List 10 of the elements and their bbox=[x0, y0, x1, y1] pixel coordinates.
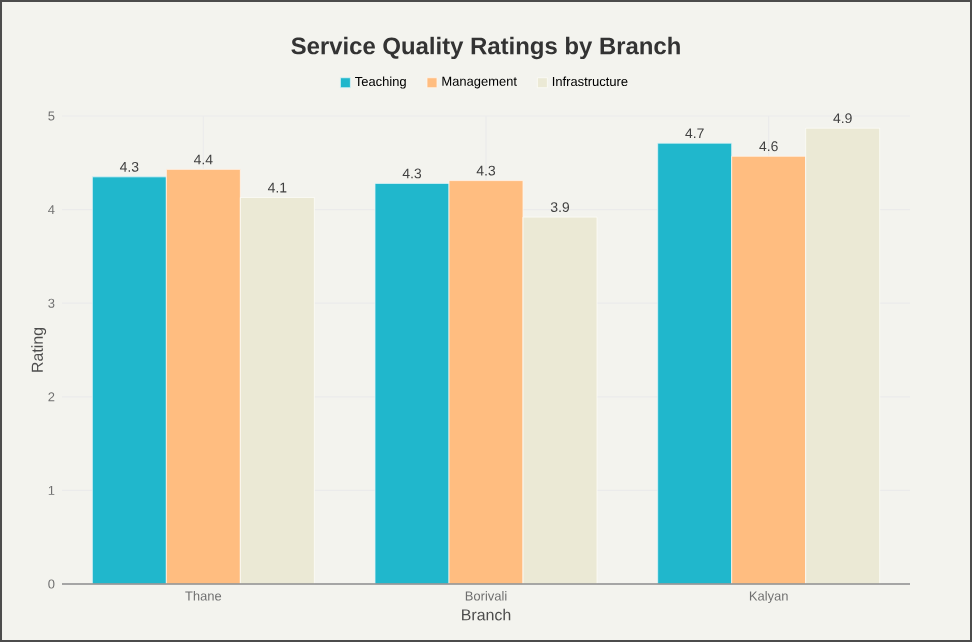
bar bbox=[522, 216, 598, 585]
bar bbox=[448, 180, 524, 585]
bar bbox=[239, 197, 315, 585]
bar bbox=[374, 183, 450, 585]
bar bbox=[731, 155, 807, 585]
chart-title: Service Quality Ratings by Branch bbox=[291, 36, 680, 60]
bar bbox=[91, 176, 167, 585]
bar bbox=[805, 127, 881, 585]
bar bbox=[165, 168, 241, 585]
bar bbox=[657, 142, 733, 585]
